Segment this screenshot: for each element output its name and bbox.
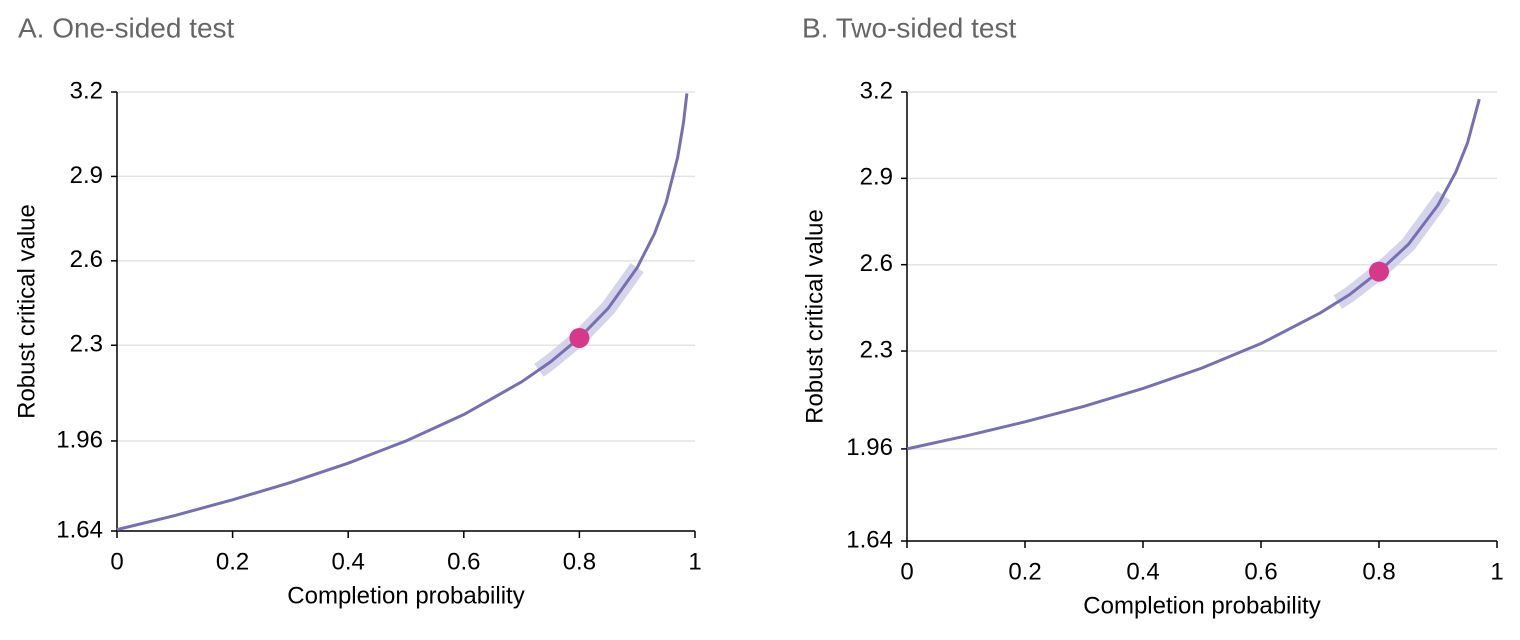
panel-title: B. Two-sided test xyxy=(802,12,1016,43)
panel: B. Two-sided test 1.64 1.96 2.3 2.6 2.9 3.2 0 0.… xyxy=(801,12,1503,619)
x-tick-label: 0.4 xyxy=(1126,558,1159,585)
y-tick-label: 1.96 xyxy=(56,426,103,453)
y-tick-label: 2.9 xyxy=(860,164,893,191)
x-tick-label: 0.2 xyxy=(1008,558,1041,585)
x-tick-label: 0.8 xyxy=(563,548,596,575)
y-tick-label: 3.2 xyxy=(70,77,103,104)
x-tick-label: 0.6 xyxy=(447,548,480,575)
highlight-band xyxy=(534,262,644,377)
x-tick-label: 1 xyxy=(1490,558,1503,585)
highlight-point xyxy=(1369,261,1389,282)
y-tick-label: 2.9 xyxy=(70,162,103,189)
y-axis-label: Robust critical value xyxy=(801,209,828,424)
x-tick-label: 0 xyxy=(110,548,123,575)
panel: A. One-sided test 1.64 1.96 2.3 2.6 2.9 3.2 0 0.… xyxy=(13,12,701,609)
x-tick-label: 0.8 xyxy=(1362,558,1395,585)
x-axis-label: Completion probability xyxy=(1083,592,1320,619)
highlight-point xyxy=(569,327,590,348)
y-tick-label: 2.3 xyxy=(860,336,893,363)
x-tick-label: 1 xyxy=(688,548,701,575)
panel-title: A. One-sided test xyxy=(18,12,235,43)
y-axis-label: Robust critical value xyxy=(13,204,40,419)
y-tick-label: 1.64 xyxy=(56,516,103,543)
y-tick-label: 2.3 xyxy=(70,331,103,358)
y-tick-label: 1.96 xyxy=(846,434,893,461)
highlight-band xyxy=(1333,190,1451,309)
y-tick-label: 2.6 xyxy=(860,250,893,277)
y-tick-label: 2.6 xyxy=(70,246,103,273)
x-tick-label: 0.4 xyxy=(332,548,365,575)
curve xyxy=(906,98,1481,451)
y-tick-label: 1.64 xyxy=(846,526,893,553)
y-tick-label: 3.2 xyxy=(860,77,893,104)
x-tick-label: 0.6 xyxy=(1244,558,1277,585)
curve xyxy=(116,93,689,532)
x-axis-label: Completion probability xyxy=(287,582,524,609)
x-tick-label: 0 xyxy=(900,558,913,585)
x-tick-label: 0.2 xyxy=(216,548,249,575)
